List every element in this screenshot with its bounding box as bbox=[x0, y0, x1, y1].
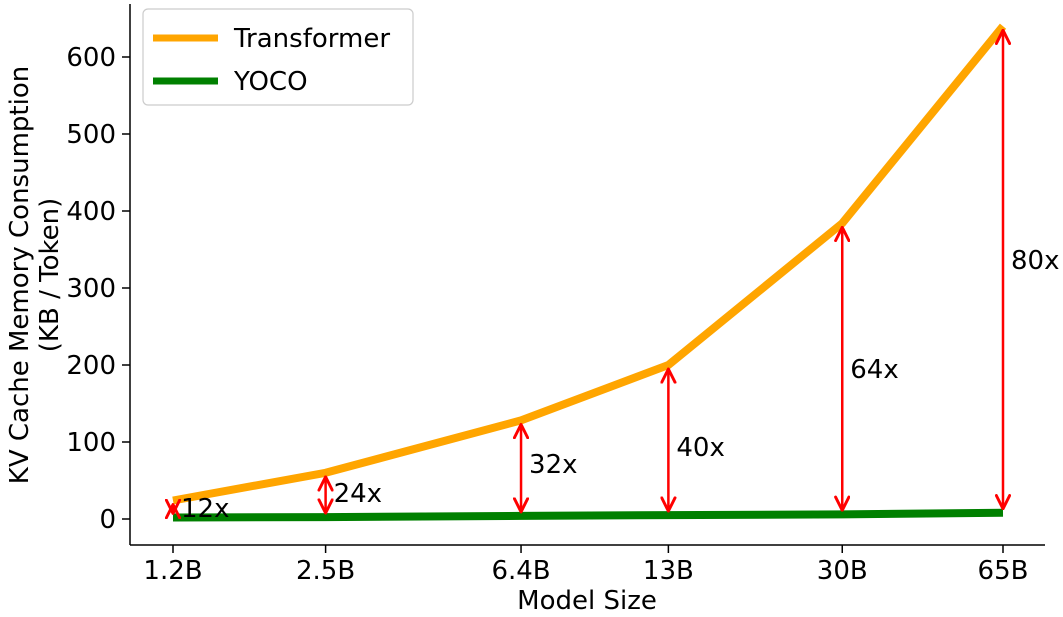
y-tick-label: 300 bbox=[66, 274, 116, 304]
ratio-label: 12x bbox=[181, 494, 229, 524]
y-tick-label: 0 bbox=[99, 505, 116, 535]
x-ticks: 1.2B 2.5B 6.4B 13B 30B 65B bbox=[143, 545, 1028, 586]
series-line-yoco bbox=[172, 508, 1004, 522]
y-ticks: 0 100 200 300 400 500 600 bbox=[66, 43, 130, 535]
y-tick-label: 400 bbox=[66, 197, 116, 227]
ratio-label: 40x bbox=[676, 433, 724, 463]
ratio-label: 80x bbox=[1011, 246, 1059, 276]
axes bbox=[129, 4, 1045, 546]
series-line-transformer bbox=[172, 23, 1007, 505]
legend: Transformer YOCO bbox=[142, 8, 414, 106]
x-tick-label: 30B bbox=[817, 556, 868, 586]
legend-label-yoco: YOCO bbox=[233, 67, 308, 97]
x-tick-label: 13B bbox=[643, 556, 694, 586]
x-tick-label: 65B bbox=[978, 556, 1029, 586]
y-tick-label: 600 bbox=[66, 43, 116, 73]
y-axis-label-line-2: (KB / Token) bbox=[35, 198, 65, 352]
series bbox=[172, 23, 1007, 522]
x-tick-label: 2.5B bbox=[296, 556, 355, 586]
x-tick-label: 6.4B bbox=[491, 556, 550, 586]
ratio-annotations: 12x 24x 32x 40x 64x 80x bbox=[173, 30, 1059, 524]
y-axis-label-line-1: KV Cache Memory Consumption bbox=[5, 66, 35, 484]
x-axis-label: Model Size bbox=[517, 586, 657, 616]
legend-label-transformer: Transformer bbox=[233, 24, 390, 54]
ratio-label: 24x bbox=[334, 479, 382, 509]
y-tick-label: 500 bbox=[66, 120, 116, 150]
x-tick-label: 1.2B bbox=[143, 556, 202, 586]
y-tick-label: 200 bbox=[66, 351, 116, 381]
y-tick-label: 100 bbox=[66, 428, 116, 458]
y-axis-label: KV Cache Memory Consumption (KB / Token) bbox=[5, 66, 65, 484]
ratio-label: 64x bbox=[850, 355, 898, 385]
ratio-label: 32x bbox=[529, 450, 577, 480]
